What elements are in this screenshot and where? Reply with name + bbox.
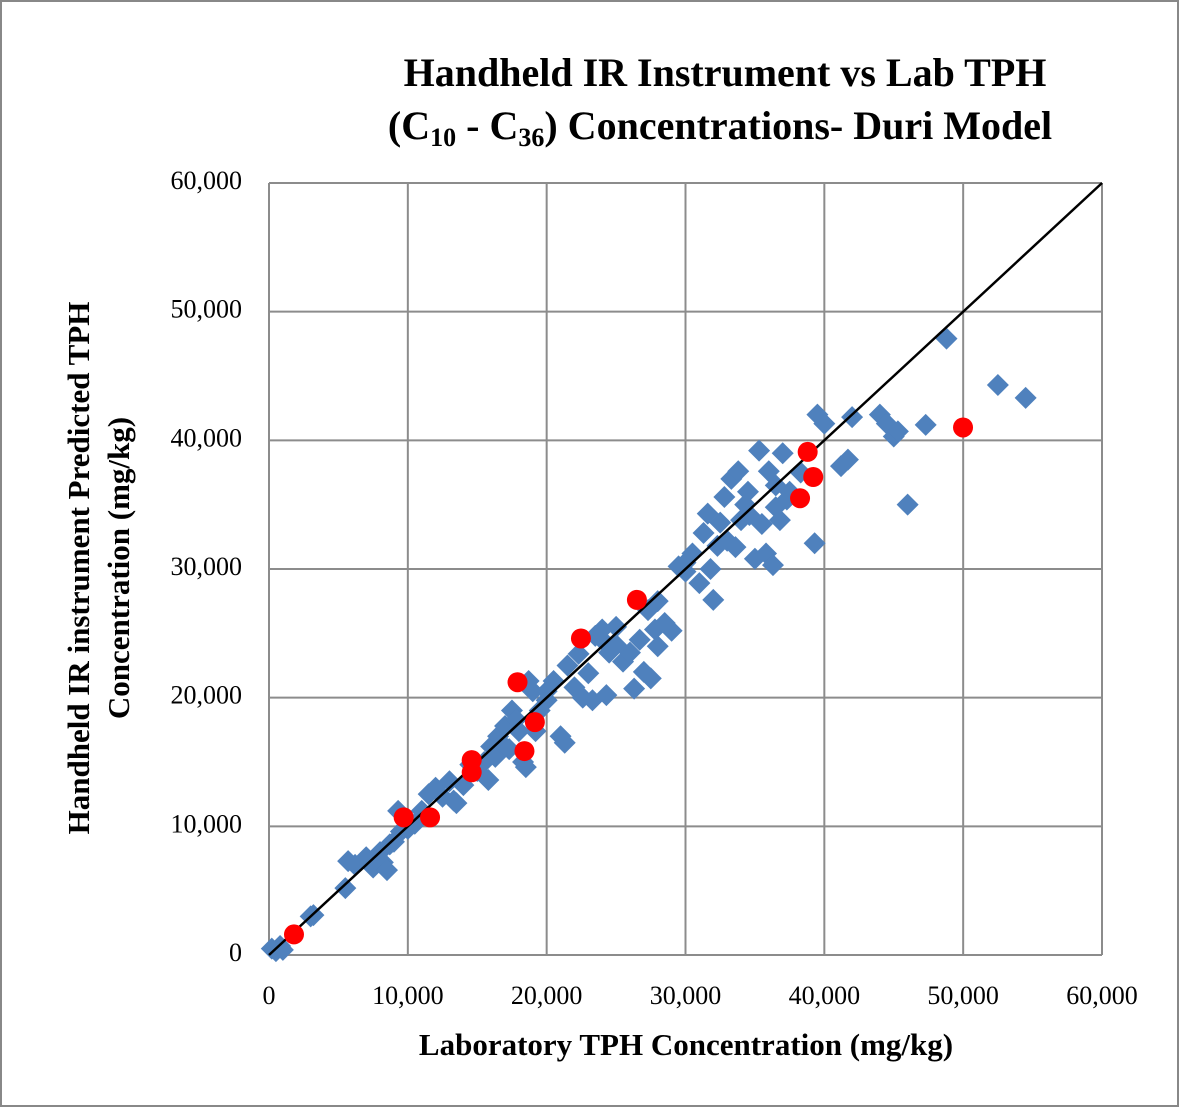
y-tick-label: 0 <box>229 938 242 967</box>
point <box>507 672 528 693</box>
point <box>702 588 725 611</box>
y-tick-label: 60,000 <box>171 166 243 195</box>
point <box>646 635 669 658</box>
point <box>660 619 683 642</box>
point <box>623 677 646 700</box>
point <box>376 859 399 882</box>
point <box>591 628 614 651</box>
point <box>692 521 715 544</box>
point <box>567 642 590 665</box>
x-tick-label: 0 <box>263 981 276 1010</box>
point <box>393 807 414 828</box>
point <box>736 480 759 503</box>
point <box>724 536 747 559</box>
x-tick-label: 30,000 <box>650 981 722 1010</box>
point <box>445 792 468 815</box>
point <box>986 374 1009 397</box>
point <box>896 493 919 516</box>
chart-title: Handheld IR Instrument vs Lab TPH <box>404 50 1047 95</box>
point <box>556 654 579 677</box>
point <box>514 741 535 762</box>
point <box>283 924 304 945</box>
y-tick-label: 20,000 <box>171 681 243 710</box>
y-tick-label: 30,000 <box>171 552 243 581</box>
point <box>646 590 669 613</box>
point <box>570 628 591 649</box>
point <box>914 413 937 436</box>
point <box>803 467 824 488</box>
x-tick-label: 60,000 <box>1066 981 1138 1010</box>
y-axis-label: Handheld IR instrument Predicted TPH <box>61 302 96 835</box>
chart-title: (C10 - C36) Concentrations- Duri Model <box>388 103 1052 152</box>
point <box>521 680 544 703</box>
point <box>618 641 641 664</box>
point <box>688 572 711 595</box>
y-tick-label: 50,000 <box>171 295 243 324</box>
point <box>836 448 859 471</box>
point <box>577 662 600 685</box>
point <box>797 441 818 462</box>
point <box>803 532 826 555</box>
point <box>771 442 794 465</box>
title-part: - C <box>456 103 518 148</box>
point <box>761 554 784 577</box>
point <box>271 938 294 961</box>
point <box>553 731 576 754</box>
point <box>605 615 628 638</box>
point <box>477 769 500 792</box>
point <box>886 420 909 443</box>
x-tick-label: 20,000 <box>511 981 583 1010</box>
x-tick-label: 40,000 <box>789 981 861 1010</box>
point <box>790 488 811 509</box>
y-tick-label: 40,000 <box>171 423 243 452</box>
point <box>420 807 441 828</box>
title-part: (C <box>388 103 430 148</box>
title-sub: 10 <box>430 123 456 152</box>
point <box>713 485 736 508</box>
point <box>514 756 537 779</box>
x-tick-label: 10,000 <box>372 981 444 1010</box>
title-sub: 36 <box>518 123 544 152</box>
point <box>727 460 750 483</box>
point <box>535 680 558 703</box>
point <box>507 720 530 743</box>
point <box>813 412 836 435</box>
point <box>626 589 647 610</box>
point <box>498 738 521 761</box>
point <box>334 877 357 900</box>
point <box>768 509 791 532</box>
point <box>748 439 771 462</box>
point <box>750 512 773 535</box>
point <box>699 558 722 580</box>
point <box>524 712 545 733</box>
x-tick-label: 50,000 <box>927 981 999 1010</box>
y-tick-label: 10,000 <box>171 809 243 838</box>
point <box>461 762 482 783</box>
point <box>841 406 864 429</box>
title-part: ) Concentrations- Duri Model <box>544 103 1052 148</box>
point <box>628 628 651 651</box>
y-axis-label: Concentration (mg/kg) <box>101 417 136 719</box>
point <box>595 684 618 707</box>
x-axis-label: Laboratory TPH Concentration (mg/kg) <box>419 1027 953 1062</box>
point <box>674 551 697 574</box>
point <box>639 667 662 690</box>
point <box>709 511 732 534</box>
point <box>953 417 974 438</box>
point <box>1014 386 1037 409</box>
